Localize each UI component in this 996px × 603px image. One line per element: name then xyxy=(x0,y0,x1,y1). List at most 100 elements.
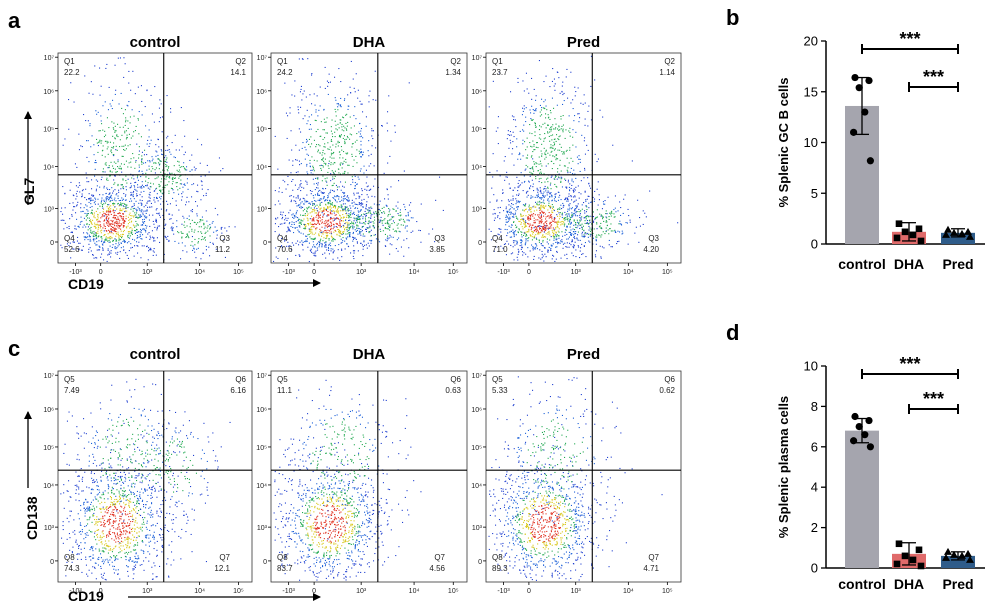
event-dot xyxy=(114,230,116,232)
event-dot xyxy=(550,247,552,249)
event-dot xyxy=(535,219,537,221)
event-dot xyxy=(104,239,106,241)
event-dot xyxy=(149,186,151,188)
event-dot xyxy=(203,223,205,225)
event-dot xyxy=(363,213,365,215)
event-dot xyxy=(522,107,524,109)
event-dot xyxy=(529,175,531,177)
event-dot xyxy=(528,228,530,230)
event-dot xyxy=(506,240,508,242)
event-dot xyxy=(568,215,570,217)
event-dot xyxy=(108,220,110,222)
event-dot xyxy=(108,214,110,216)
event-dot xyxy=(399,215,401,217)
event-dot xyxy=(533,222,535,224)
event-dot xyxy=(550,192,552,194)
event-dot xyxy=(140,204,142,206)
event-dot xyxy=(516,240,518,242)
event-dot xyxy=(380,220,382,222)
event-dot xyxy=(93,235,95,237)
event-dot xyxy=(131,233,133,235)
event-dot xyxy=(521,182,523,184)
event-dot xyxy=(531,77,533,79)
event-dot xyxy=(548,246,550,248)
event-dot xyxy=(499,228,501,230)
event-dot xyxy=(287,184,289,186)
event-dot xyxy=(599,245,601,247)
event-dot xyxy=(174,177,176,179)
event-dot xyxy=(136,212,138,214)
event-dot xyxy=(541,114,543,116)
event-dot xyxy=(596,222,598,224)
event-dot xyxy=(333,238,335,240)
event-dot xyxy=(585,232,587,234)
event-dot xyxy=(553,236,555,238)
event-dot xyxy=(330,245,332,247)
event-dot xyxy=(352,255,354,257)
event-dot xyxy=(97,219,99,221)
event-dot xyxy=(642,210,644,212)
event-dot xyxy=(571,212,573,214)
event-dot xyxy=(160,189,162,191)
event-dot xyxy=(544,227,546,229)
event-dot xyxy=(386,205,388,207)
event-dot xyxy=(547,251,549,253)
event-dot xyxy=(191,211,193,213)
event-dot xyxy=(535,109,537,111)
event-dot xyxy=(82,189,84,191)
event-dot xyxy=(166,165,168,167)
event-dot xyxy=(109,223,111,225)
event-dot xyxy=(550,225,552,227)
event-dot xyxy=(336,211,338,213)
event-dot xyxy=(111,223,113,225)
event-dot xyxy=(145,231,147,233)
event-dot xyxy=(508,200,510,202)
event-dot xyxy=(168,213,170,215)
event-dot xyxy=(344,143,346,145)
event-dot xyxy=(562,124,564,126)
event-dot xyxy=(325,242,327,244)
event-dot xyxy=(544,195,546,197)
event-dot xyxy=(533,149,535,151)
event-dot xyxy=(336,210,338,212)
event-dot xyxy=(99,130,101,132)
event-dot xyxy=(140,232,142,234)
quadrant-name: Q2 xyxy=(450,57,461,66)
event-dot xyxy=(558,176,560,178)
event-dot xyxy=(100,232,102,234)
event-dot xyxy=(183,162,185,164)
event-dot xyxy=(346,199,348,201)
event-dot xyxy=(328,148,330,150)
event-dot xyxy=(316,144,318,146)
event-dot xyxy=(94,65,96,67)
event-dot xyxy=(129,187,131,189)
event-dot xyxy=(306,194,308,196)
event-dot xyxy=(544,152,546,154)
event-dot xyxy=(139,215,141,217)
event-dot xyxy=(512,204,514,206)
event-dot xyxy=(313,209,315,211)
event-dot xyxy=(516,241,518,243)
event-dot xyxy=(534,206,536,208)
event-dot xyxy=(107,188,109,190)
event-dot xyxy=(574,189,576,191)
event-dot xyxy=(162,169,164,171)
event-dot xyxy=(553,219,555,221)
event-dot xyxy=(159,160,161,162)
event-dot xyxy=(373,185,375,187)
event-dot xyxy=(304,201,306,203)
event-dot xyxy=(133,131,135,133)
event-dot xyxy=(104,101,106,103)
event-dot xyxy=(96,185,98,187)
event-dot xyxy=(125,207,127,209)
event-dot xyxy=(531,167,533,169)
event-dot xyxy=(581,134,583,136)
event-dot xyxy=(201,188,203,190)
event-dot xyxy=(100,201,102,203)
event-dot xyxy=(199,219,201,221)
event-dot xyxy=(330,154,332,156)
event-dot xyxy=(66,227,68,229)
event-dot xyxy=(555,226,557,228)
event-dot xyxy=(589,227,591,229)
event-dot xyxy=(531,179,533,181)
